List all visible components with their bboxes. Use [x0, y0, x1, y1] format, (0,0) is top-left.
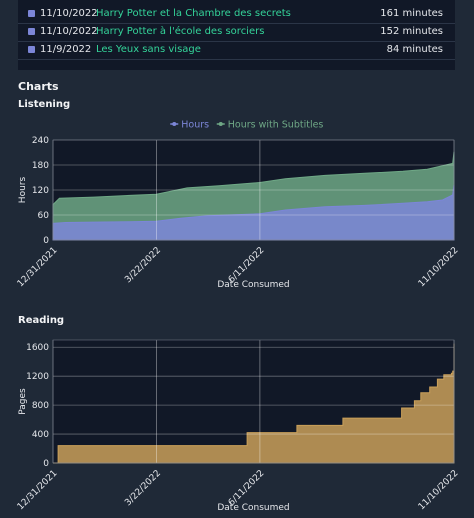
row-date: 11/9/2022 [40, 44, 92, 55]
y-tick-label: 0 [43, 236, 49, 246]
row-title-link[interactable]: Harry Potter à l'école des sorciers [96, 26, 265, 37]
chart-legend: Hours Hours with Subtitles [170, 120, 323, 131]
plot-frame [52, 139, 455, 241]
y-tick-label: 240 [32, 136, 49, 146]
reading-heading: Reading [18, 315, 65, 326]
table-row[interactable]: 11/10/2022 Harry Potter et la Chambre de… [18, 5, 455, 24]
row-title-link[interactable]: Les Yeux sans visage [96, 44, 201, 55]
y-axis-title: Pages [18, 388, 28, 415]
legend-swatch-dot [218, 122, 223, 126]
table-row[interactable]: 11/9/2022 Les Yeux sans visage 84 minute… [18, 41, 455, 60]
x-tick-label: 11/10/2022 [417, 469, 461, 513]
charts-heading: Charts [18, 80, 59, 93]
media-type-marker [28, 10, 35, 17]
row-duration: 161 minutes [380, 8, 443, 19]
y-tick-label: 0 [43, 459, 49, 469]
y-axis-title: Hours [18, 177, 28, 204]
x-tick-label: 12/31/2021 [16, 469, 60, 513]
media-type-marker [28, 46, 35, 53]
x-axis-title: Date Consumed [217, 280, 289, 290]
row-title-link[interactable]: Harry Potter et la Chambre des secrets [96, 8, 291, 19]
y-tick-label: 120 [32, 186, 49, 196]
x-tick-label: 3/22/2022 [123, 246, 163, 286]
listening-heading: Listening [18, 99, 71, 110]
y-tick-label: 60 [38, 211, 50, 221]
series-area-hours [52, 184, 455, 241]
y-tick-label: 180 [32, 161, 49, 171]
legend-label: Hours with Subtitles [228, 120, 324, 131]
y-tick-label: 400 [32, 430, 49, 440]
x-tick-label: 3/22/2022 [123, 469, 163, 509]
row-date: 11/10/2022 [40, 8, 98, 19]
plot-frame [52, 339, 455, 464]
row-duration: 152 minutes [380, 26, 443, 37]
row-date: 11/10/2022 [40, 26, 98, 37]
consumption-table: 11/10/2022 Harry Potter et la Chambre de… [18, 0, 455, 70]
y-tick-label: 1600 [26, 343, 49, 353]
table-row[interactable]: 11/10/2022 Harry Potter à l'école des so… [18, 23, 455, 42]
y-tick-label: 800 [32, 401, 49, 411]
legend-swatch-dot [172, 122, 177, 126]
row-duration: 84 minutes [386, 44, 443, 55]
media-type-marker [28, 28, 35, 35]
series-area-pages [53, 343, 455, 464]
legend-label: Hours [181, 120, 209, 131]
x-axis-title: Date Consumed [217, 503, 289, 513]
y-tick-label: 1200 [26, 372, 49, 382]
x-tick-label: 11/10/2022 [417, 246, 461, 290]
x-tick-label: 12/31/2021 [16, 246, 60, 290]
